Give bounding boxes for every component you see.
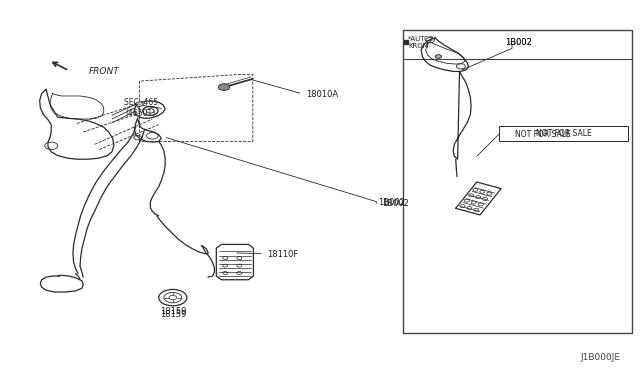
Text: 18110F: 18110F bbox=[268, 250, 299, 259]
Circle shape bbox=[218, 84, 230, 90]
Bar bbox=[499, 126, 628, 141]
Text: 1B002: 1B002 bbox=[505, 38, 532, 47]
Bar bbox=[403, 30, 632, 333]
Circle shape bbox=[435, 55, 442, 58]
Text: 1B002: 1B002 bbox=[505, 38, 532, 46]
Text: 18159: 18159 bbox=[159, 310, 186, 319]
Text: 18159: 18159 bbox=[159, 307, 186, 316]
Text: 1B002: 1B002 bbox=[382, 199, 409, 208]
Circle shape bbox=[136, 102, 143, 106]
Text: *AUTC2
KROM: *AUTC2 KROM bbox=[408, 36, 435, 49]
Text: SEC. 465
(46501): SEC. 465 (46501) bbox=[124, 98, 158, 118]
Text: 18010A: 18010A bbox=[306, 90, 338, 99]
Text: 1B002: 1B002 bbox=[378, 198, 404, 207]
Text: J1B000JE: J1B000JE bbox=[581, 353, 621, 362]
Text: NOT FOR SALE: NOT FOR SALE bbox=[515, 130, 571, 139]
Text: FRONT: FRONT bbox=[88, 67, 119, 76]
Text: NOT FOR SALE: NOT FOR SALE bbox=[536, 129, 592, 138]
